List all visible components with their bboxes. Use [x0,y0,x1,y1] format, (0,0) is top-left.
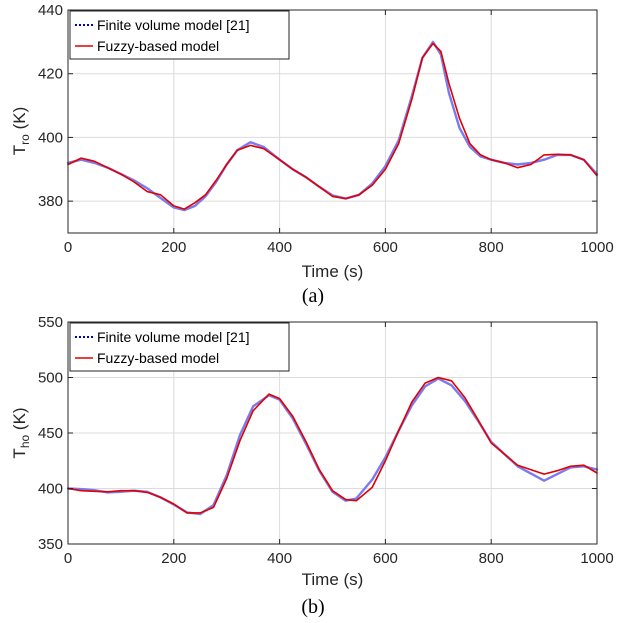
chart-a-y-tick-label: 400 [38,129,63,146]
chart-a-y-tick-label: 380 [38,193,63,210]
chart-b-y-tick-label: 350 [38,536,63,553]
chart-a-legend-label: Fuzzy-based model [97,38,219,54]
chart-b-series-line-fuzzy [67,376,598,514]
chart-a-x-tick-label: 1000 [580,239,613,256]
chart-a-x-tick-label: 0 [64,239,72,256]
chart-a-y-tick-label: 440 [38,2,63,19]
chart-b-legend-label: Finite volume model [21] [97,329,250,345]
chart-b-y-tick-label: 450 [38,425,63,442]
ylabel-b: Tho (K) [10,407,32,458]
caption-a: (a) [302,285,324,307]
chart-b-x-tick-label: 200 [161,550,186,567]
chart-a-series-line-fuzzy [67,42,598,210]
chart-b-legend-box [69,322,290,372]
chart-a-x-tick-label: 200 [161,239,186,256]
chart-a-x-tick-label: 600 [373,239,398,256]
chart-b-x-tick-label: 800 [479,550,504,567]
chart-b-x-tick-label: 400 [267,550,292,567]
chart-b-y-tick-label: 400 [38,481,63,498]
xlabel-a: Time (s) [302,262,364,281]
chart-b-legend-label: Fuzzy-based model [97,350,219,366]
chart-b-x-tick-label: 600 [373,550,398,567]
caption-b: (b) [301,596,324,618]
chart-a-legend-label: Finite volume model [21] [97,17,250,33]
chart-panel-b: Tho (K) Time (s) (b) 0 200 400 600 800 1000 35… [10,314,614,618]
chart-a-axes-box [67,9,598,234]
ylabel-a: Tro (K) [10,107,32,155]
chart-a-x-tick-label: 800 [479,239,504,256]
chart-a-legend-box [69,10,290,60]
chart-a-x-tick-label: 400 [267,239,292,256]
chart-b-y-tick-label: 550 [38,314,63,331]
chart-panel-a: Tro (K) Time (s) (a) 0 200 400 600 800 1000 38… [10,2,614,307]
chart-b-y-tick-label: 500 [38,370,63,387]
chart-a-y-tick-label: 420 [38,66,63,83]
chart-b-x-tick-label: 0 [64,550,72,567]
xlabel-b: Time (s) [302,570,364,589]
chart-b-x-tick-label: 1000 [580,550,613,567]
